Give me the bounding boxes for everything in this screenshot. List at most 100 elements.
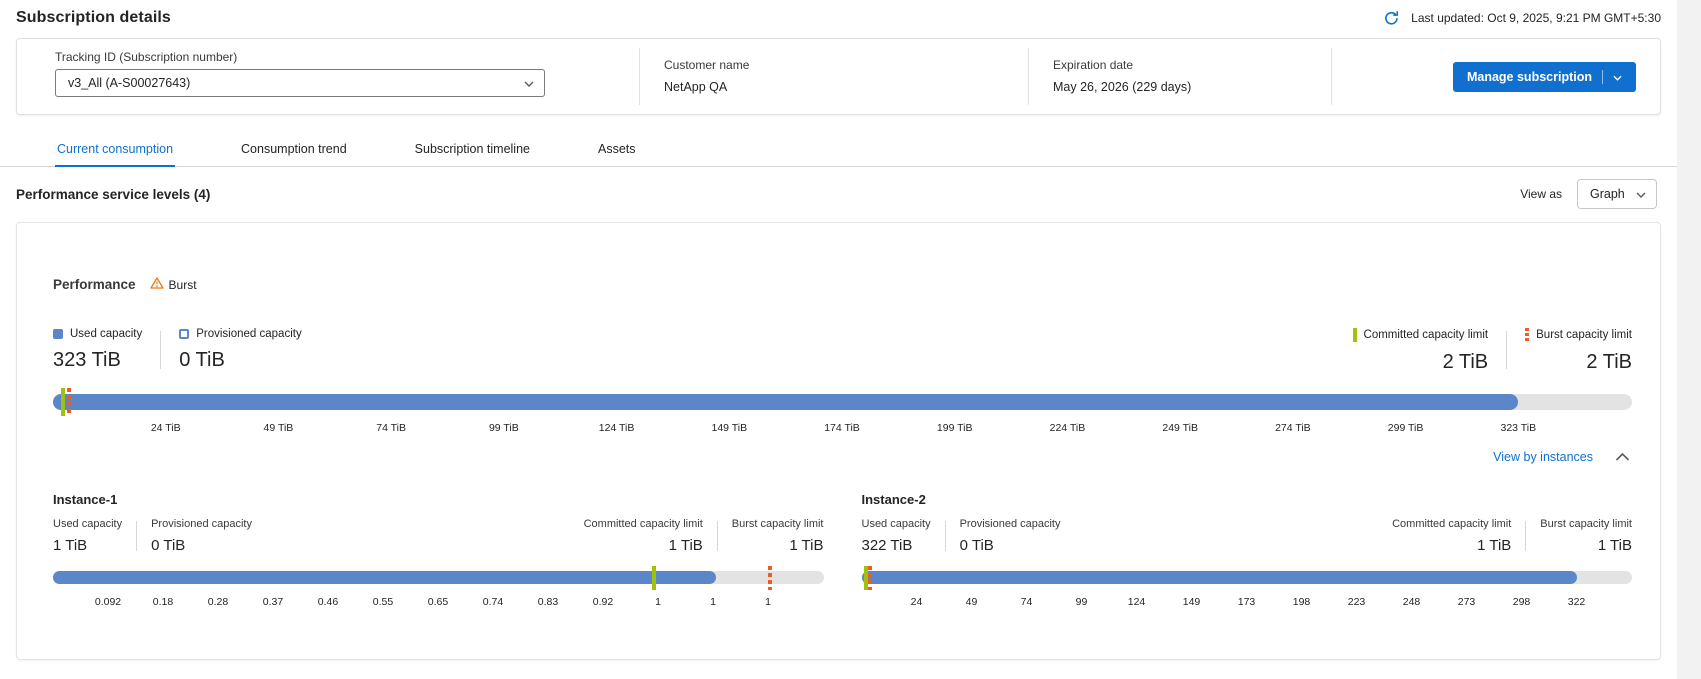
provisioned-capacity-label: Provisioned capacity: [959, 518, 1061, 530]
axis-tick-label: 0.18: [152, 596, 174, 608]
provisioned-capacity-value: 0 TiB: [151, 537, 186, 554]
axis-tick-label: 1: [655, 596, 661, 608]
committed-limit-marker: [60, 388, 65, 416]
axis-tick-label: 224 TiB: [1049, 422, 1086, 434]
provisioned-capacity-label: Provisioned capacity: [196, 328, 302, 340]
view-as-select[interactable]: Graph: [1577, 179, 1657, 209]
tab-assets[interactable]: Assets: [598, 142, 636, 156]
manage-subscription-label: Manage subscription: [1466, 69, 1592, 84]
axis-tick-label: 24 TiB: [150, 422, 181, 434]
committed-limit-marker: [863, 566, 868, 590]
committed-limit-value: 2 TiB: [1442, 351, 1489, 373]
axis-tick-label: 74 TiB: [376, 422, 407, 434]
axis-tick-label: 74: [1020, 596, 1033, 608]
committed-limit-label: Committed capacity limit: [1392, 518, 1512, 530]
axis-tick-label: 0.092: [94, 596, 122, 608]
divider: [160, 331, 162, 369]
divider: [1525, 521, 1527, 551]
tracking-id-label: Tracking ID (Subscription number): [55, 50, 238, 64]
divider: [1506, 331, 1508, 369]
axis-tick-label: 124 TiB: [598, 422, 635, 434]
used-capacity-label: Used capacity: [53, 518, 123, 530]
top-header: Subscription details Last updated: Oct 9…: [0, 0, 1677, 27]
axis-tick-label: 248: [1402, 596, 1421, 608]
committed-limit-marker: [652, 566, 657, 590]
burst-limit-label: Burst capacity limit: [1536, 329, 1632, 341]
capacity-axis: 0.092 0.18 0.28 0.37 0.46 0.55 0.65 0.74 0.83 0.9…: [53, 596, 824, 609]
chevron-down-icon: [524, 76, 534, 90]
axis-tick-label: 198: [1292, 596, 1311, 608]
tab-bar: Current consumption Consumption trend Su…: [0, 132, 1677, 167]
divider: [716, 521, 718, 551]
axis-tick-label: 322: [1567, 596, 1586, 608]
used-capacity-value: 1 TiB: [53, 537, 88, 554]
page-right-gutter: [1677, 0, 1701, 679]
instance-panel-2: Instance-2 Used capacity 322 TiB Provisi…: [861, 492, 1632, 609]
axis-tick-label: 149: [1182, 596, 1201, 608]
divider: [639, 48, 640, 105]
axis-tick-label: 199 TiB: [936, 422, 973, 434]
axis-tick-label: 298: [1512, 596, 1531, 608]
used-capacity-fill: [861, 571, 1577, 584]
expiration-date-value: May 26, 2026 (229 days): [1053, 80, 1192, 94]
provisioned-capacity-swatch: [179, 329, 190, 339]
burst-limit-value: 1 TiB: [1597, 537, 1632, 554]
instance-name: Instance-1: [53, 492, 118, 507]
burst-limit-marker: [768, 566, 773, 590]
axis-tick-label: 124: [1127, 596, 1146, 608]
view-as-label: View as: [1520, 187, 1562, 201]
committed-limit-label: Committed capacity limit: [1363, 329, 1489, 341]
instance-name: Instance-2: [861, 492, 926, 507]
customer-name-value: NetApp QA: [664, 80, 728, 94]
view-as-value: Graph: [1590, 187, 1625, 201]
provisioned-capacity-value: 0 TiB: [179, 349, 225, 371]
axis-tick-label: 1: [765, 596, 771, 608]
last-updated-text: Last updated: Oct 9, 2025, 9:21 PM GMT+5…: [1411, 11, 1661, 25]
refresh-icon[interactable]: [1383, 10, 1400, 27]
section-header: Performance service levels (4) View as G…: [0, 167, 1677, 221]
axis-tick-label: 49 TiB: [263, 422, 294, 434]
tab-consumption-trend[interactable]: Consumption trend: [241, 142, 347, 156]
capacity-bar-track: [53, 388, 1632, 416]
instance1-capacity-bar: 0.092 0.18 0.28 0.37 0.46 0.55 0.65 0.74 0.83 0.9…: [53, 566, 824, 609]
committed-limit-swatch: [1352, 328, 1357, 342]
axis-tick-label: 274 TiB: [1275, 422, 1311, 434]
used-capacity-label: Used capacity: [861, 518, 931, 530]
axis-tick-label: 24: [910, 596, 923, 608]
tracking-id-select[interactable]: v3_All (A-S00027643): [55, 69, 545, 97]
divider: [1331, 48, 1332, 105]
burst-limit-label: Burst capacity limit: [1540, 518, 1632, 530]
customer-name-label: Customer name: [664, 58, 750, 72]
axis-tick-label: 0.46: [317, 596, 339, 608]
performance-title: Performance: [53, 277, 136, 292]
axis-tick-label: 0.92: [592, 596, 614, 608]
page-title: Subscription details: [16, 9, 171, 26]
tab-subscription-timeline[interactable]: Subscription timeline: [414, 142, 530, 156]
button-split-divider: [1602, 69, 1603, 84]
chevron-down-icon[interactable]: [1613, 70, 1622, 84]
tracking-id-value: v3_All (A-S00027643): [68, 76, 191, 90]
burst-limit-swatch: [1525, 328, 1530, 342]
subscription-info-card: Tracking ID (Subscription number) v3_All…: [16, 38, 1661, 115]
axis-tick-label: 0.55: [372, 596, 394, 608]
tab-current-consumption[interactable]: Current consumption: [55, 132, 176, 167]
expiration-date-label: Expiration date: [1053, 58, 1134, 72]
axis-tick-label: 0.83: [537, 596, 559, 608]
warning-icon: [149, 277, 164, 292]
axis-tick-label: 174 TiB: [824, 422, 860, 434]
axis-tick-label: 173: [1237, 596, 1256, 608]
manage-subscription-button[interactable]: Manage subscription: [1452, 61, 1636, 92]
committed-limit-value: 1 TiB: [668, 537, 703, 554]
axis-tick-label: 0.65: [427, 596, 449, 608]
divider: [1028, 48, 1029, 105]
chevron-down-icon: [1636, 187, 1646, 201]
axis-tick-label: 299 TiB: [1387, 422, 1424, 434]
burst-limit-value: 2 TiB: [1586, 351, 1632, 373]
chevron-up-icon[interactable]: [1615, 448, 1630, 466]
axis-tick-label: 99 TiB: [488, 422, 519, 434]
axis-tick-label: 149 TiB: [711, 422, 748, 434]
view-by-instances-link[interactable]: View by instances: [1493, 450, 1593, 464]
axis-tick-label: 249 TiB: [1162, 422, 1198, 434]
capacity-bar-track: [861, 566, 1632, 590]
divider: [944, 521, 946, 551]
